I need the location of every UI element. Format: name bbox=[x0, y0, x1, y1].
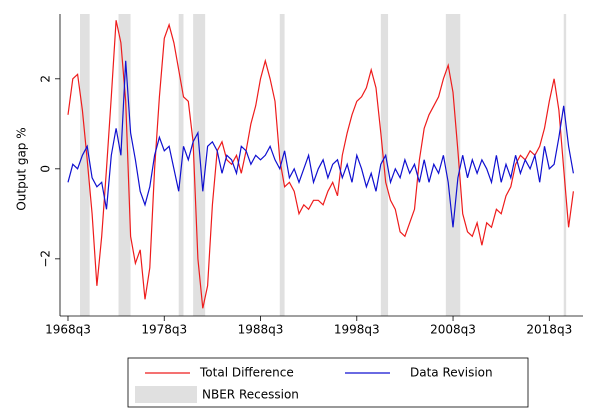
x-tick-label: 1998q3 bbox=[334, 323, 380, 337]
x-tick-label: 2008q3 bbox=[430, 323, 476, 337]
recession-band bbox=[118, 14, 131, 316]
y-tick-label: 2 bbox=[39, 75, 53, 83]
recession-band bbox=[80, 14, 90, 316]
recession-band bbox=[445, 14, 461, 316]
legend-swatch bbox=[135, 386, 197, 403]
recession-band bbox=[279, 14, 285, 316]
x-tick-label: 1988q3 bbox=[238, 323, 284, 337]
y-tick-label: −2 bbox=[39, 250, 53, 268]
x-tick-label: 2018q3 bbox=[526, 323, 572, 337]
legend-label: NBER Recession bbox=[202, 388, 299, 402]
y-tick-label: 0 bbox=[39, 165, 53, 173]
x-tick-label: 1978q3 bbox=[141, 323, 187, 337]
legend-label: Total Difference bbox=[199, 366, 294, 380]
series-line bbox=[67, 60, 574, 228]
recession-band bbox=[563, 14, 567, 316]
x-tick-label: 1968q3 bbox=[45, 323, 91, 337]
legend-label: Data Revision bbox=[410, 366, 493, 380]
y-axis-label: Output gap % bbox=[15, 127, 29, 210]
series-line bbox=[67, 20, 574, 309]
recession-band bbox=[193, 14, 206, 316]
